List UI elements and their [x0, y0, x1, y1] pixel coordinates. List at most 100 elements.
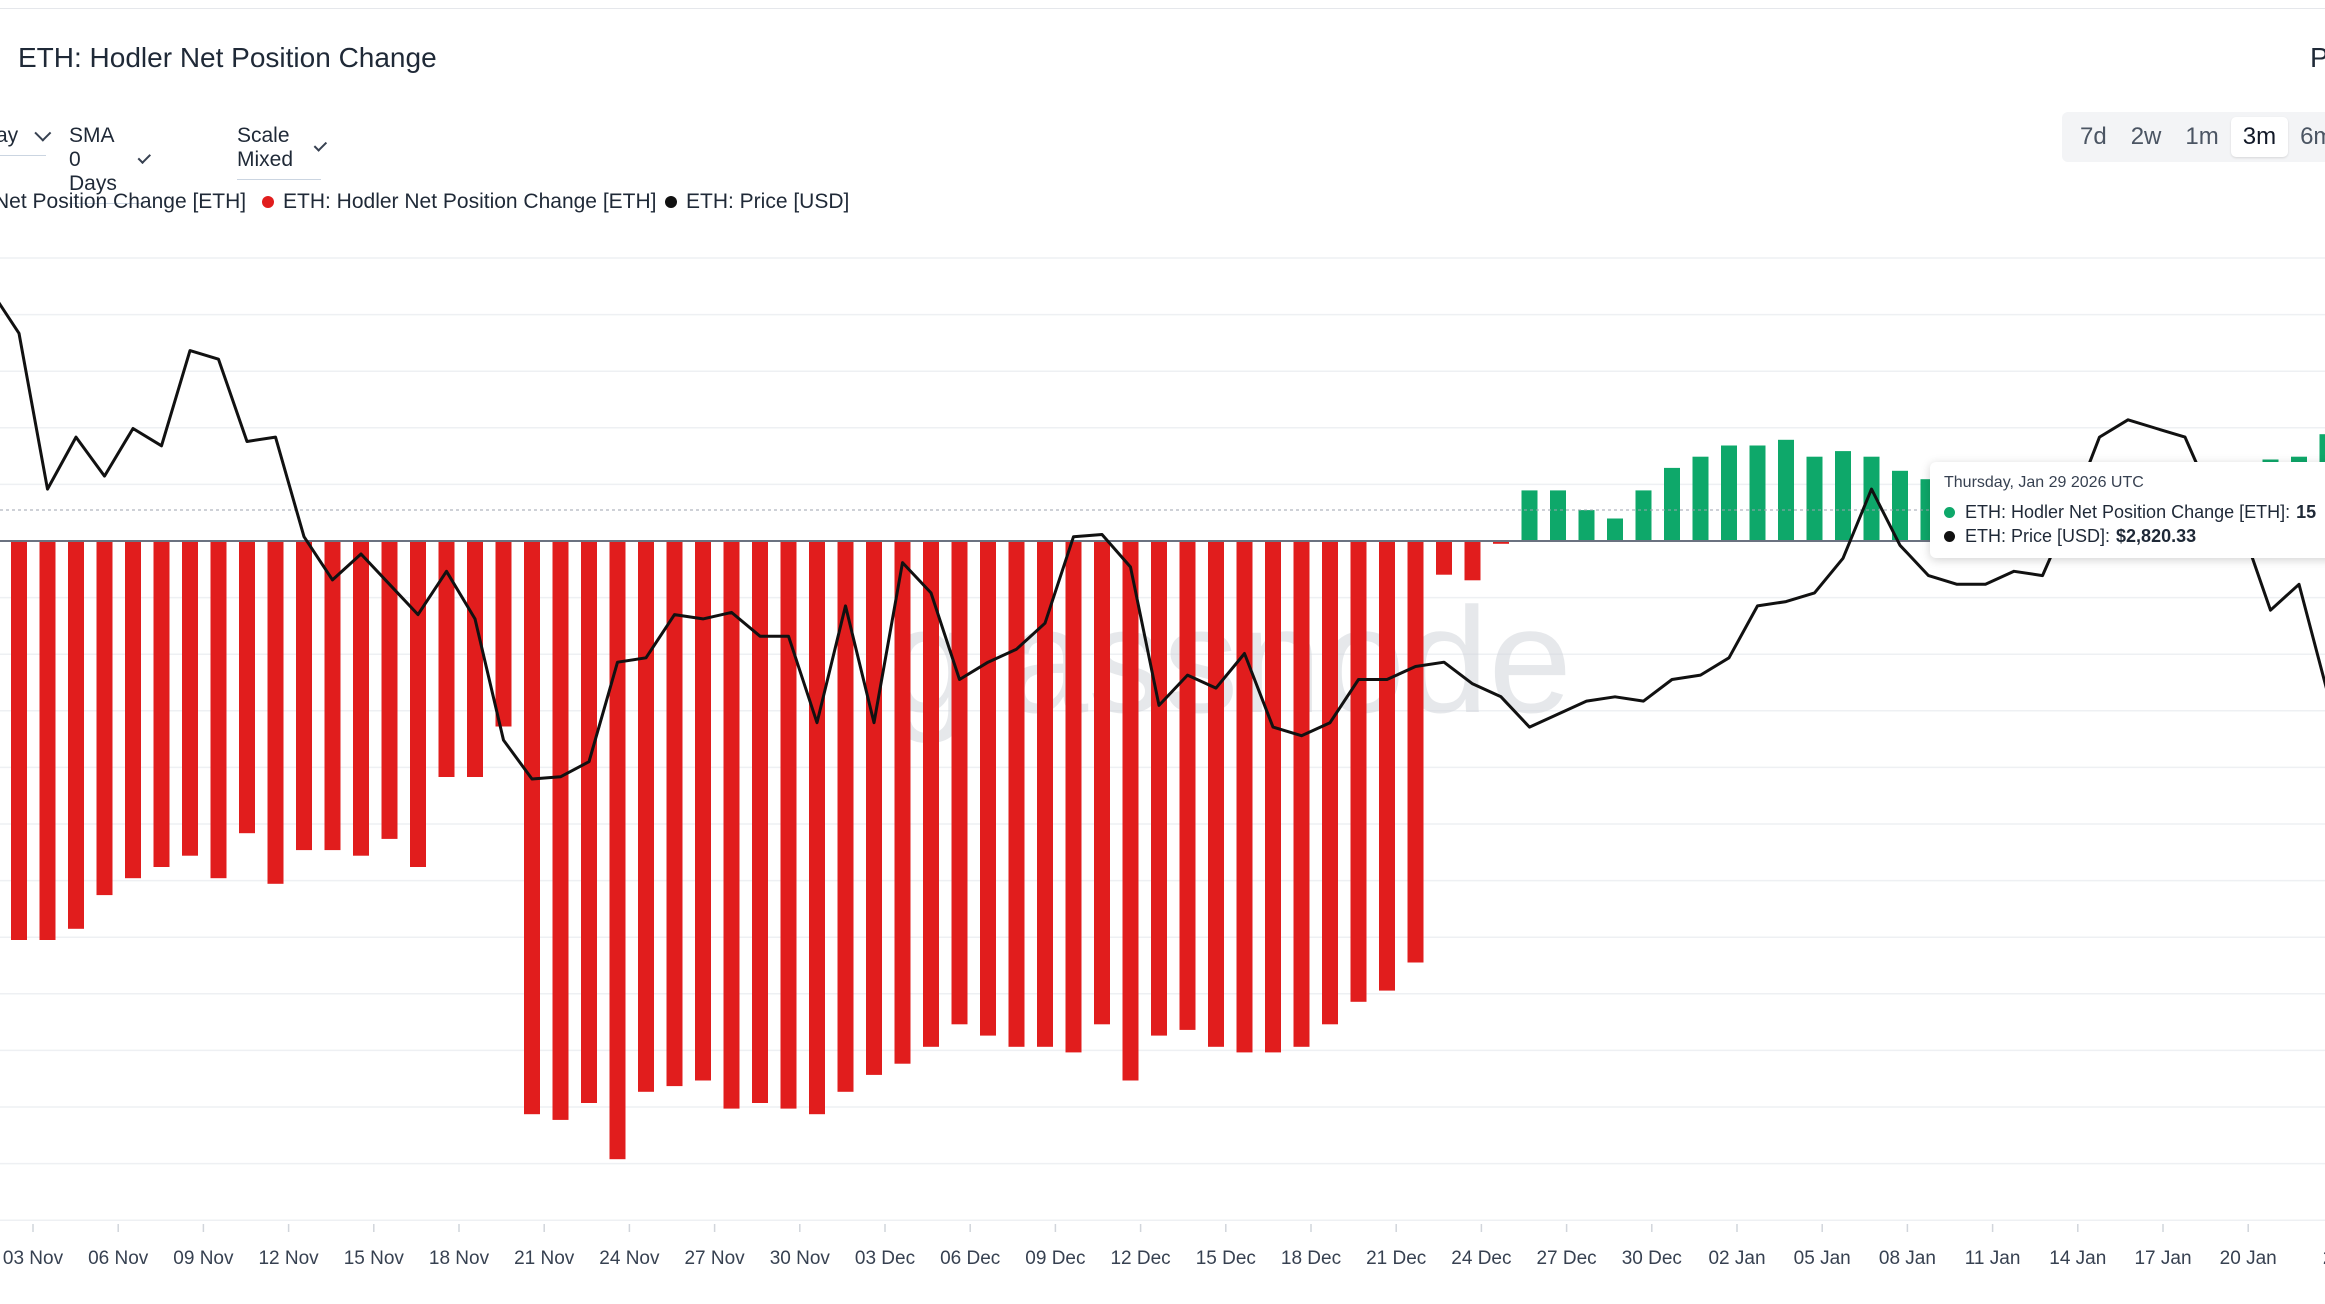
bar — [1493, 541, 1509, 544]
x-tick-label: 27 Nov — [684, 1248, 745, 1269]
bar — [1635, 490, 1652, 541]
x-tick-label: 14 Jan — [2049, 1248, 2106, 1269]
range-1m-button[interactable]: 1m — [2185, 123, 2219, 150]
bar — [1749, 445, 1766, 541]
bar — [324, 541, 341, 851]
x-tick-label: 20 Jan — [2220, 1248, 2277, 1269]
tooltip-date: Thursday, Jan 29 2026 UTC — [1944, 474, 2144, 491]
x-tick-label: 06 Nov — [88, 1248, 149, 1269]
top-right-label[interactable]: Po — [2310, 42, 2325, 73]
x-tick-label: 24 Dec — [1451, 1248, 1511, 1269]
legend-item-price[interactable]: ETH: Price [USD] — [665, 190, 849, 214]
bar — [723, 541, 740, 1109]
bar — [210, 541, 227, 879]
bar — [1863, 456, 1880, 541]
legend-label: Net Position Change [ETH] — [0, 190, 247, 213]
bar — [1578, 510, 1595, 541]
bar — [666, 541, 683, 1087]
x-tick-label: 02 Jan — [1708, 1248, 1765, 1269]
tooltip-row-price: ETH: Price [USD]: $2,820.33 — [1944, 526, 2196, 547]
x-tick-label: 15 Nov — [344, 1248, 405, 1269]
x-tick-label: 18 Nov — [429, 1248, 490, 1269]
bar — [353, 541, 369, 856]
bar — [410, 541, 426, 867]
bar — [1322, 541, 1338, 1025]
scale-label: Scale Mixed — [237, 124, 294, 171]
bar — [894, 541, 911, 1064]
x-tick-label: 05 Jan — [1794, 1248, 1851, 1269]
bar — [1265, 541, 1281, 1053]
bar — [1607, 518, 1623, 541]
bar — [1806, 456, 1823, 541]
range-7d-button[interactable]: 7d — [2080, 123, 2107, 150]
bar — [780, 541, 797, 1109]
bar — [1094, 541, 1110, 1025]
bar — [752, 541, 768, 1103]
bar — [1692, 456, 1709, 541]
bar — [923, 541, 939, 1047]
bar — [1293, 541, 1310, 1047]
x-tick-label: 08 Jan — [1879, 1248, 1936, 1269]
bar — [1892, 470, 1908, 542]
sma-label: SMA 0 Days — [69, 124, 117, 195]
bar — [1236, 541, 1253, 1053]
time-range-selector: 7d 2w 1m 3m 6m — [2062, 112, 2325, 162]
x-tick-label: 12 Nov — [258, 1248, 319, 1269]
legend-dot — [665, 196, 677, 208]
resolution-dropdown[interactable]: ay — [0, 124, 52, 156]
bar — [1436, 541, 1452, 575]
x-tick-label: 30 Dec — [1622, 1248, 1682, 1269]
x-tick-label: 15 Dec — [1196, 1248, 1256, 1269]
x-tick-label: 11 Jan — [1965, 1248, 2021, 1269]
tooltip-value: 15 — [2296, 502, 2317, 522]
top-divider — [0, 8, 2325, 9]
range-6m-button[interactable]: 6m — [2300, 123, 2325, 150]
dropdown-underline — [69, 203, 145, 204]
x-tick-label: 17 Jan — [2134, 1248, 2191, 1269]
x-tick-label: 06 Dec — [940, 1248, 1000, 1269]
chart-tooltip: Thursday, Jan 29 2026 UTC ETH: Hodler Ne… — [1930, 462, 2325, 558]
bar — [809, 541, 825, 1115]
dropdown-underline — [0, 155, 47, 156]
legend-item-hodler-net-position[interactable]: ETH: Hodler Net Position Change [ETH] — [262, 190, 657, 214]
bar — [695, 541, 711, 1081]
bar — [552, 541, 569, 1120]
bar — [524, 541, 540, 1115]
bar — [1550, 490, 1566, 541]
x-tick-label: 27 Dec — [1536, 1248, 1596, 1269]
bar — [1835, 451, 1851, 541]
bar — [609, 541, 626, 1160]
bar — [1464, 541, 1481, 581]
tooltip-dot — [1944, 531, 1955, 542]
scale-dropdown[interactable]: Scale Mixed — [237, 124, 328, 180]
sma-dropdown[interactable]: SMA 0 Days — [69, 124, 151, 204]
bar — [951, 541, 968, 1025]
bar — [980, 541, 996, 1036]
bar — [1664, 467, 1680, 541]
x-tick-label: 21 Nov — [514, 1248, 575, 1269]
bar — [638, 541, 654, 1092]
bar — [1037, 541, 1053, 1047]
bar — [125, 541, 141, 879]
bar — [68, 541, 84, 929]
legend-label: ETH: Hodler Net Position Change [ETH] — [283, 190, 657, 213]
tooltip-label: ETH: Hodler Net Position Change [ETH]: — [1965, 502, 2291, 522]
bar — [1407, 541, 1424, 963]
bar — [1778, 439, 1794, 541]
x-tick-label: 03 Nov — [3, 1248, 64, 1269]
tooltip-value: $2,820.33 — [2116, 526, 2197, 546]
page-title: ETH: Hodler Net Position Change — [18, 42, 437, 73]
range-3m-button[interactable]: 3m — [2230, 117, 2289, 157]
bar — [153, 541, 170, 867]
tooltip-label: ETH: Price [USD]: — [1965, 526, 2111, 546]
tooltip-row-hodler: ETH: Hodler Net Position Change [ETH]: 1… — [1944, 502, 2316, 523]
bar — [267, 541, 284, 884]
bar — [1379, 541, 1395, 991]
resolution-label: ay — [0, 124, 19, 147]
bar — [96, 541, 113, 896]
bar — [296, 541, 312, 851]
legend-item-net-position[interactable]: Net Position Change [ETH] — [0, 190, 246, 214]
watermark: glassnode — [888, 576, 1572, 744]
range-2w-button[interactable]: 2w — [2130, 123, 2162, 150]
